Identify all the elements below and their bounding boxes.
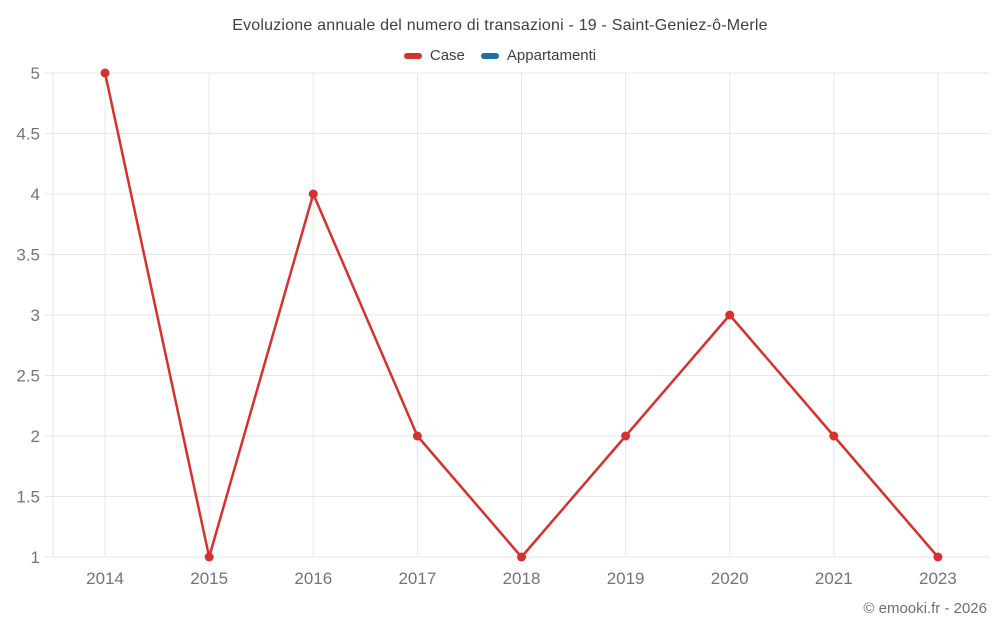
case-series-point[interactable] [933, 552, 943, 562]
y-tick-label: 2 [31, 427, 40, 446]
y-tick-label: 3.5 [16, 246, 40, 265]
y-tick-label: 4 [31, 185, 40, 204]
x-tick-label: 2019 [607, 569, 645, 588]
case-legend-swatch-icon [403, 52, 422, 59]
case-series-point[interactable] [517, 552, 526, 562]
case-series-point[interactable] [204, 552, 214, 562]
case-series-point[interactable] [621, 431, 631, 441]
chart-title: Evoluzione annuale del numero di transaz… [232, 17, 768, 34]
x-tick-label: 2021 [815, 569, 853, 588]
y-tick-label: 2.5 [16, 367, 40, 386]
appartamenti-legend-swatch-icon [480, 52, 499, 59]
appartamenti-legend-label: Appartamenti [506, 47, 597, 64]
legend: Case Appartamenti [0, 47, 1000, 64]
y-tick-label: 5 [31, 64, 40, 83]
x-tick-label: 2015 [190, 569, 228, 588]
x-tick-label: 2020 [711, 569, 749, 588]
legend-item-case[interactable]: Case [403, 47, 465, 64]
x-tick-label: 2016 [294, 569, 332, 588]
x-tick-label: 2023 [919, 569, 957, 588]
y-tick-label: 3 [31, 306, 40, 325]
case-series-point[interactable] [829, 431, 839, 441]
x-tick-label: 2017 [398, 569, 436, 588]
copyright-footer: © emooki.fr - 2026 [863, 600, 987, 617]
case-series-point[interactable] [412, 431, 422, 441]
y-tick-label: 1.5 [16, 488, 40, 507]
x-tick-label: 2014 [86, 569, 124, 588]
case-series-point[interactable] [100, 68, 110, 78]
legend-item-appartamenti[interactable]: Appartamenti [480, 47, 597, 64]
case-series-point[interactable] [725, 310, 735, 320]
case-legend-label: Case [429, 47, 465, 64]
case-series-point[interactable] [308, 189, 318, 199]
y-tick-label: 1 [31, 548, 40, 567]
x-tick-label: 2018 [503, 569, 541, 588]
y-tick-label: 4.5 [16, 125, 40, 144]
